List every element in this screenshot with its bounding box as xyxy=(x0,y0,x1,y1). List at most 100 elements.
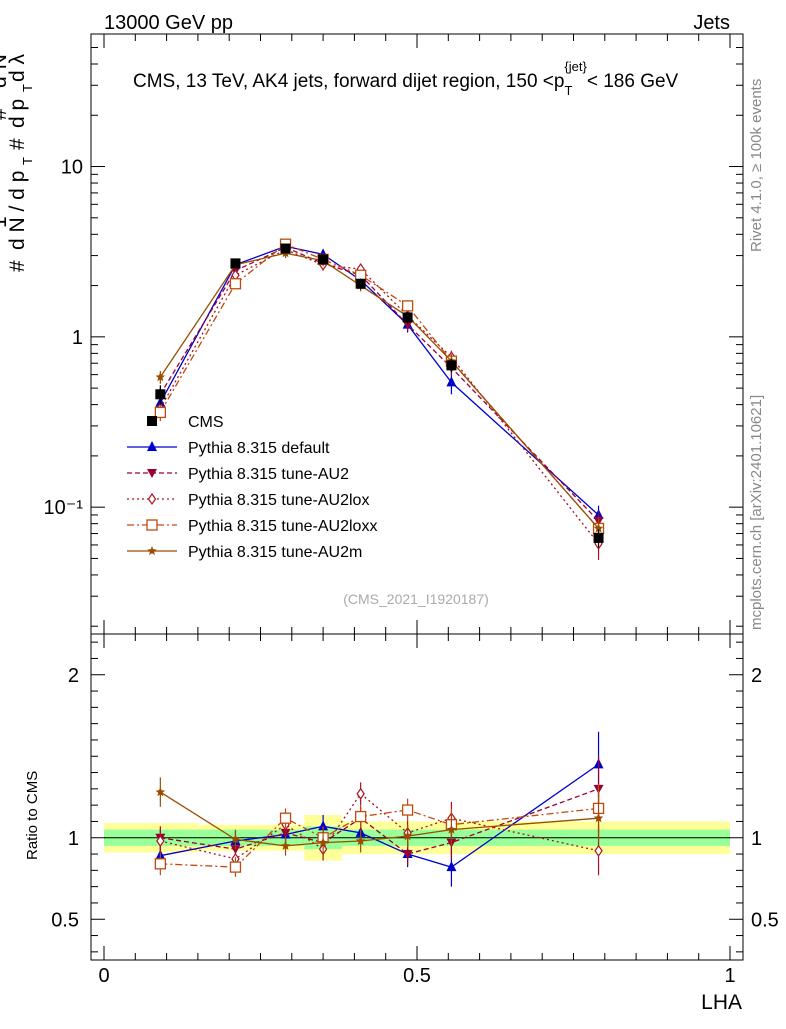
chart-title-end: < 186 GeV xyxy=(587,71,679,92)
legend-marker-cms xyxy=(147,416,157,426)
legend-item-au2m: Pythia 8.315 tune-AU2m xyxy=(127,544,362,561)
y-tick-label: 10 xyxy=(61,157,83,179)
svg-text:d λ: d λ xyxy=(6,53,29,82)
ratio-point-au2 xyxy=(402,850,413,860)
legend-label: Pythia 8.315 tune-AU2lox xyxy=(188,492,369,509)
ratio-line-au2loxx xyxy=(160,807,599,868)
data-point-cms xyxy=(230,258,241,269)
data-point-cms xyxy=(402,312,413,323)
svg-text:#: # xyxy=(0,108,11,120)
svg-text:#: # xyxy=(6,138,29,150)
ratio-frame xyxy=(90,633,744,961)
legend-item-default: Pythia 8.315 default xyxy=(127,440,330,457)
ratio-point-au2loxx xyxy=(229,861,242,873)
y-tick-label: 2 xyxy=(68,665,79,687)
data-point-au2 xyxy=(402,320,413,330)
ratio-panel: 0 0.5 1 0.5 0.5 1 1 2 2 xyxy=(51,34,779,987)
y-tick-label-right: 0.5 xyxy=(751,909,779,931)
ratio-point-au2loxx xyxy=(279,812,292,824)
legend-label: Pythia 8.315 tune-AU2 xyxy=(188,466,349,483)
rivet-label: Rivet 4.1.0, ≥ 100k events xyxy=(748,79,765,252)
ratio-line-au2lox xyxy=(160,792,599,860)
legend-label: Pythia 8.315 tune-AU2m xyxy=(188,544,362,561)
x-tick-label: 1 xyxy=(724,965,735,987)
ratio-point-au2m xyxy=(402,831,413,841)
data-point-au2loxx xyxy=(229,278,242,290)
data-point-au2loxx xyxy=(154,406,166,419)
ratio-ylabel: Ratio to CMS xyxy=(24,771,41,860)
series-line-au2loxx xyxy=(159,243,599,529)
chart-title-sup: {jet} xyxy=(564,59,587,74)
svg-text:1: 1 xyxy=(0,216,11,228)
x-tick-label: 0 xyxy=(98,965,109,987)
chart-title: CMS, 13 TeV, AK4 jets, forward dijet reg… xyxy=(133,59,679,98)
mcplots-label: mcplots.cern.ch [arXiv:2401.10621] xyxy=(748,395,765,630)
y-tick-label-right: 2 xyxy=(751,665,762,687)
svg-text:T: T xyxy=(20,157,35,165)
y-tick-label: 1 xyxy=(72,327,83,349)
ratio-xlabel: LHA xyxy=(701,991,742,1014)
x-tick-label: 0.5 xyxy=(403,965,431,987)
legend-label: Pythia 8.315 tune-AU2loxx xyxy=(188,518,377,535)
legend-label: CMS xyxy=(188,414,224,431)
svg-text:T: T xyxy=(20,84,35,92)
data-point-au2m xyxy=(155,372,166,382)
svg-text:d N / d p: d N / d p xyxy=(6,171,29,250)
ratio-series-au2m xyxy=(155,777,604,856)
legend-item-cms: CMS xyxy=(147,414,224,431)
legend-marker-au2 xyxy=(147,469,157,478)
svg-text:d p: d p xyxy=(6,99,29,128)
ratio-point-au2m xyxy=(446,824,457,834)
ratio-point-au2m xyxy=(355,836,366,846)
ratio-point-au2lox xyxy=(594,844,603,857)
ratio-line-au2 xyxy=(160,788,599,855)
ratio-point-au2lox xyxy=(156,834,165,848)
legend-label: Pythia 8.315 default xyxy=(188,440,330,457)
series-au2lox xyxy=(156,243,603,560)
data-point-cms xyxy=(593,532,604,543)
legend-item-au2loxx: Pythia 8.315 tune-AU2loxx xyxy=(127,518,377,535)
legend: CMS Pythia 8.315 default Pythia 8.315 tune… xyxy=(127,414,377,561)
series-cms xyxy=(155,243,604,548)
chart-title-pt: p xyxy=(554,71,565,92)
data-point-cms xyxy=(318,254,329,265)
ratio-line-au2m xyxy=(159,791,599,847)
analysis-tag: (CMS_2021_I1920187) xyxy=(343,591,489,607)
series-line-au2 xyxy=(159,246,599,522)
legend-marker-au2m xyxy=(147,546,157,555)
ratio-point-default xyxy=(318,820,329,831)
ratio-point-au2loxx xyxy=(154,858,166,870)
legend-marker-au2loxx xyxy=(146,519,158,531)
chart-title-main: CMS, 13 TeV, AK4 jets, forward dijet reg… xyxy=(133,71,554,92)
ratio-point-au2m xyxy=(230,834,241,844)
svg-text:d²N: d²N xyxy=(0,54,11,88)
chart-title-sub: T xyxy=(564,83,572,98)
legend-marker-au2lox xyxy=(147,492,157,506)
y-tick-label: 1 xyxy=(68,828,79,850)
ratio-point-au2m xyxy=(155,787,166,797)
series-line-au2m xyxy=(159,252,599,529)
y-tick-label: 10⁻¹ xyxy=(44,497,84,519)
ratio-series-default xyxy=(155,731,604,887)
data-point-cms xyxy=(155,389,166,400)
data-point-cms xyxy=(355,278,366,289)
ratio-point-au2m xyxy=(280,840,291,850)
ratio-point-au2m xyxy=(593,813,604,823)
ratio-point-au2lox xyxy=(356,787,365,800)
main-panel: 10⁻¹ 1 10 xyxy=(44,33,744,635)
header-left: 13000 GeV pp xyxy=(104,12,233,34)
header-right: Jets xyxy=(693,12,730,34)
ratio-point-au2loxx xyxy=(401,804,414,816)
legend-item-au2lox: Pythia 8.315 tune-AU2lox xyxy=(127,492,369,509)
series-au2 xyxy=(155,243,604,533)
legend-item-au2: Pythia 8.315 tune-AU2 xyxy=(127,466,349,483)
data-point-au2loxx xyxy=(401,300,414,312)
data-point-default xyxy=(446,376,457,387)
y-tick-label-right: 1 xyxy=(751,828,762,850)
svg-text:#: # xyxy=(6,260,29,272)
legend-marker-default xyxy=(147,441,157,451)
data-point-cms xyxy=(280,243,291,254)
y-tick-label: 0.5 xyxy=(51,909,79,931)
ratio-point-au2m xyxy=(318,837,328,847)
